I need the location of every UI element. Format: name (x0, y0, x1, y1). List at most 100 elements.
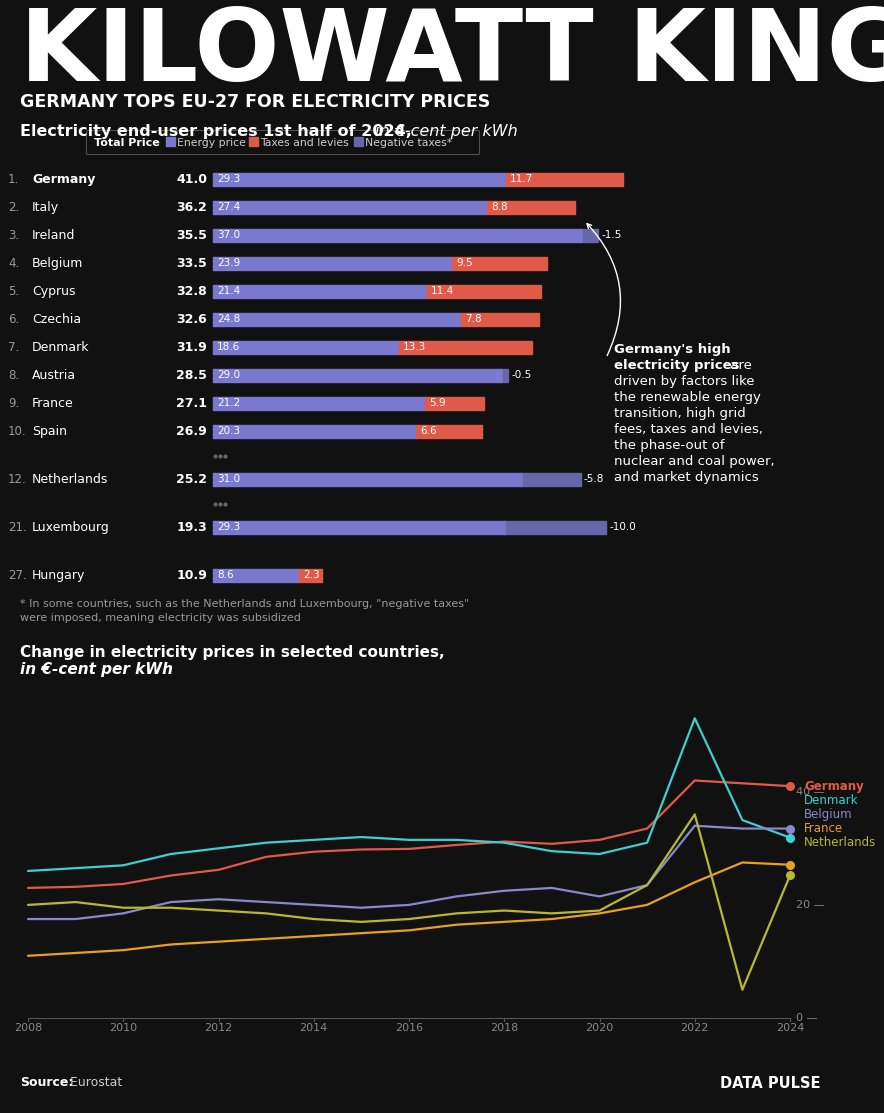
Bar (583, 229, 598, 242)
Text: KILOWATT KING: KILOWATT KING (20, 4, 884, 102)
Text: 32.6: 32.6 (176, 313, 207, 326)
Text: 31.0: 31.0 (217, 474, 240, 484)
Text: Austria: Austria (32, 370, 76, 382)
Text: 8.6: 8.6 (217, 571, 233, 581)
Bar (452, 257, 547, 270)
Text: Germany: Germany (32, 173, 95, 186)
Text: 2014: 2014 (300, 1023, 328, 1033)
Text: 0 —: 0 — (796, 1013, 818, 1023)
Bar (427, 285, 541, 298)
Text: 2010: 2010 (110, 1023, 137, 1033)
Text: Czechia: Czechia (32, 313, 81, 326)
Text: 36.2: 36.2 (176, 201, 207, 214)
Text: Netherlands: Netherlands (804, 836, 876, 848)
Text: Ireland: Ireland (32, 229, 75, 242)
Bar (213, 569, 299, 582)
Text: 28.5: 28.5 (176, 370, 207, 382)
Bar (299, 569, 322, 582)
Text: 29.3: 29.3 (217, 522, 240, 532)
Text: 20.3: 20.3 (217, 426, 240, 436)
Text: Eurostat: Eurostat (66, 1076, 122, 1090)
Text: France: France (32, 397, 73, 410)
Text: 6.: 6. (8, 313, 19, 326)
Text: 2018: 2018 (490, 1023, 518, 1033)
Text: 6.6: 6.6 (420, 426, 437, 436)
Text: transition, high grid: transition, high grid (614, 407, 746, 420)
Text: 18.6: 18.6 (217, 343, 240, 353)
Text: 21.4: 21.4 (217, 286, 240, 296)
Text: 7.: 7. (8, 341, 19, 354)
Text: Electricity end-user prices 1st half of 2024,: Electricity end-user prices 1st half of … (20, 124, 417, 139)
Text: 2020: 2020 (585, 1023, 613, 1033)
Bar (166, 137, 175, 146)
Text: 11.4: 11.4 (431, 286, 454, 296)
Text: Spain: Spain (32, 425, 67, 439)
Text: 35.5: 35.5 (176, 229, 207, 242)
Text: Cyprus: Cyprus (32, 285, 75, 298)
Text: 29.0: 29.0 (217, 371, 240, 381)
Text: 31.9: 31.9 (176, 341, 207, 354)
Bar (213, 229, 583, 242)
Text: Denmark: Denmark (804, 794, 858, 807)
Text: Change in electricity prices in selected countries,: Change in electricity prices in selected… (20, 646, 445, 660)
Bar (213, 173, 506, 186)
Text: Energy price: Energy price (177, 138, 246, 148)
Bar (213, 201, 487, 214)
Bar (213, 370, 503, 382)
Text: the renewable energy: the renewable energy (614, 391, 761, 404)
Text: Denmark: Denmark (32, 341, 89, 354)
Text: Taxes and levies: Taxes and levies (261, 138, 349, 148)
Text: 13.3: 13.3 (403, 343, 426, 353)
Text: 40 —: 40 — (796, 787, 825, 797)
Text: 2.: 2. (8, 201, 19, 214)
Text: 5.9: 5.9 (429, 398, 446, 408)
Text: in €-cent per kWh: in €-cent per kWh (20, 662, 173, 677)
Text: Total Price: Total Price (94, 138, 160, 148)
Bar (506, 173, 623, 186)
Text: 21.: 21. (8, 521, 27, 534)
Text: -1.5: -1.5 (601, 230, 621, 240)
FancyArrowPatch shape (587, 224, 621, 355)
Text: 9.: 9. (8, 397, 19, 410)
Text: 41.0: 41.0 (176, 173, 207, 186)
Text: 2024: 2024 (776, 1023, 804, 1033)
Text: Netherlands: Netherlands (32, 473, 109, 486)
Text: Belgium: Belgium (32, 257, 83, 270)
Text: -10.0: -10.0 (609, 522, 636, 532)
Text: 19.3: 19.3 (176, 521, 207, 534)
Text: and market dynamics: and market dynamics (614, 471, 758, 484)
Bar (523, 473, 581, 486)
Text: 9.5: 9.5 (456, 258, 473, 268)
Text: in €-cent per kWh: in €-cent per kWh (375, 124, 518, 139)
Bar (213, 341, 399, 354)
Bar (354, 137, 362, 146)
Bar (213, 397, 425, 410)
Text: 21.2: 21.2 (217, 398, 240, 408)
Text: DATA PULSE: DATA PULSE (720, 1075, 820, 1091)
Text: 27.1: 27.1 (176, 397, 207, 410)
Text: GERMANY TOPS EU-27 FOR ELECTRICITY PRICES: GERMANY TOPS EU-27 FOR ELECTRICITY PRICE… (20, 93, 491, 111)
Text: 12.: 12. (8, 473, 27, 486)
Text: 20 —: 20 — (796, 900, 825, 910)
Bar (461, 313, 539, 326)
Text: 8.8: 8.8 (491, 203, 507, 213)
Bar (213, 521, 506, 534)
Text: * In some countries, such as the Netherlands and Luxembourg, "negative taxes": * In some countries, such as the Netherl… (20, 599, 469, 609)
Bar (213, 285, 427, 298)
Text: France: France (804, 821, 843, 835)
Text: Germany: Germany (804, 779, 864, 792)
Text: were imposed, meaning electricity was subsidized: were imposed, meaning electricity was su… (20, 613, 301, 623)
Text: 2022: 2022 (681, 1023, 709, 1033)
Text: fees, taxes and levies,: fees, taxes and levies, (614, 423, 763, 436)
Text: 27.: 27. (8, 569, 27, 582)
Text: 3.: 3. (8, 229, 19, 242)
Text: 2.3: 2.3 (303, 571, 320, 581)
Bar (249, 137, 258, 146)
Text: 5.: 5. (8, 285, 19, 298)
FancyBboxPatch shape (87, 130, 479, 155)
Text: electricity prices: electricity prices (614, 359, 740, 372)
Text: Italy: Italy (32, 201, 59, 214)
Text: 2016: 2016 (395, 1023, 423, 1033)
Text: 23.9: 23.9 (217, 258, 240, 268)
Text: 10.9: 10.9 (176, 569, 207, 582)
